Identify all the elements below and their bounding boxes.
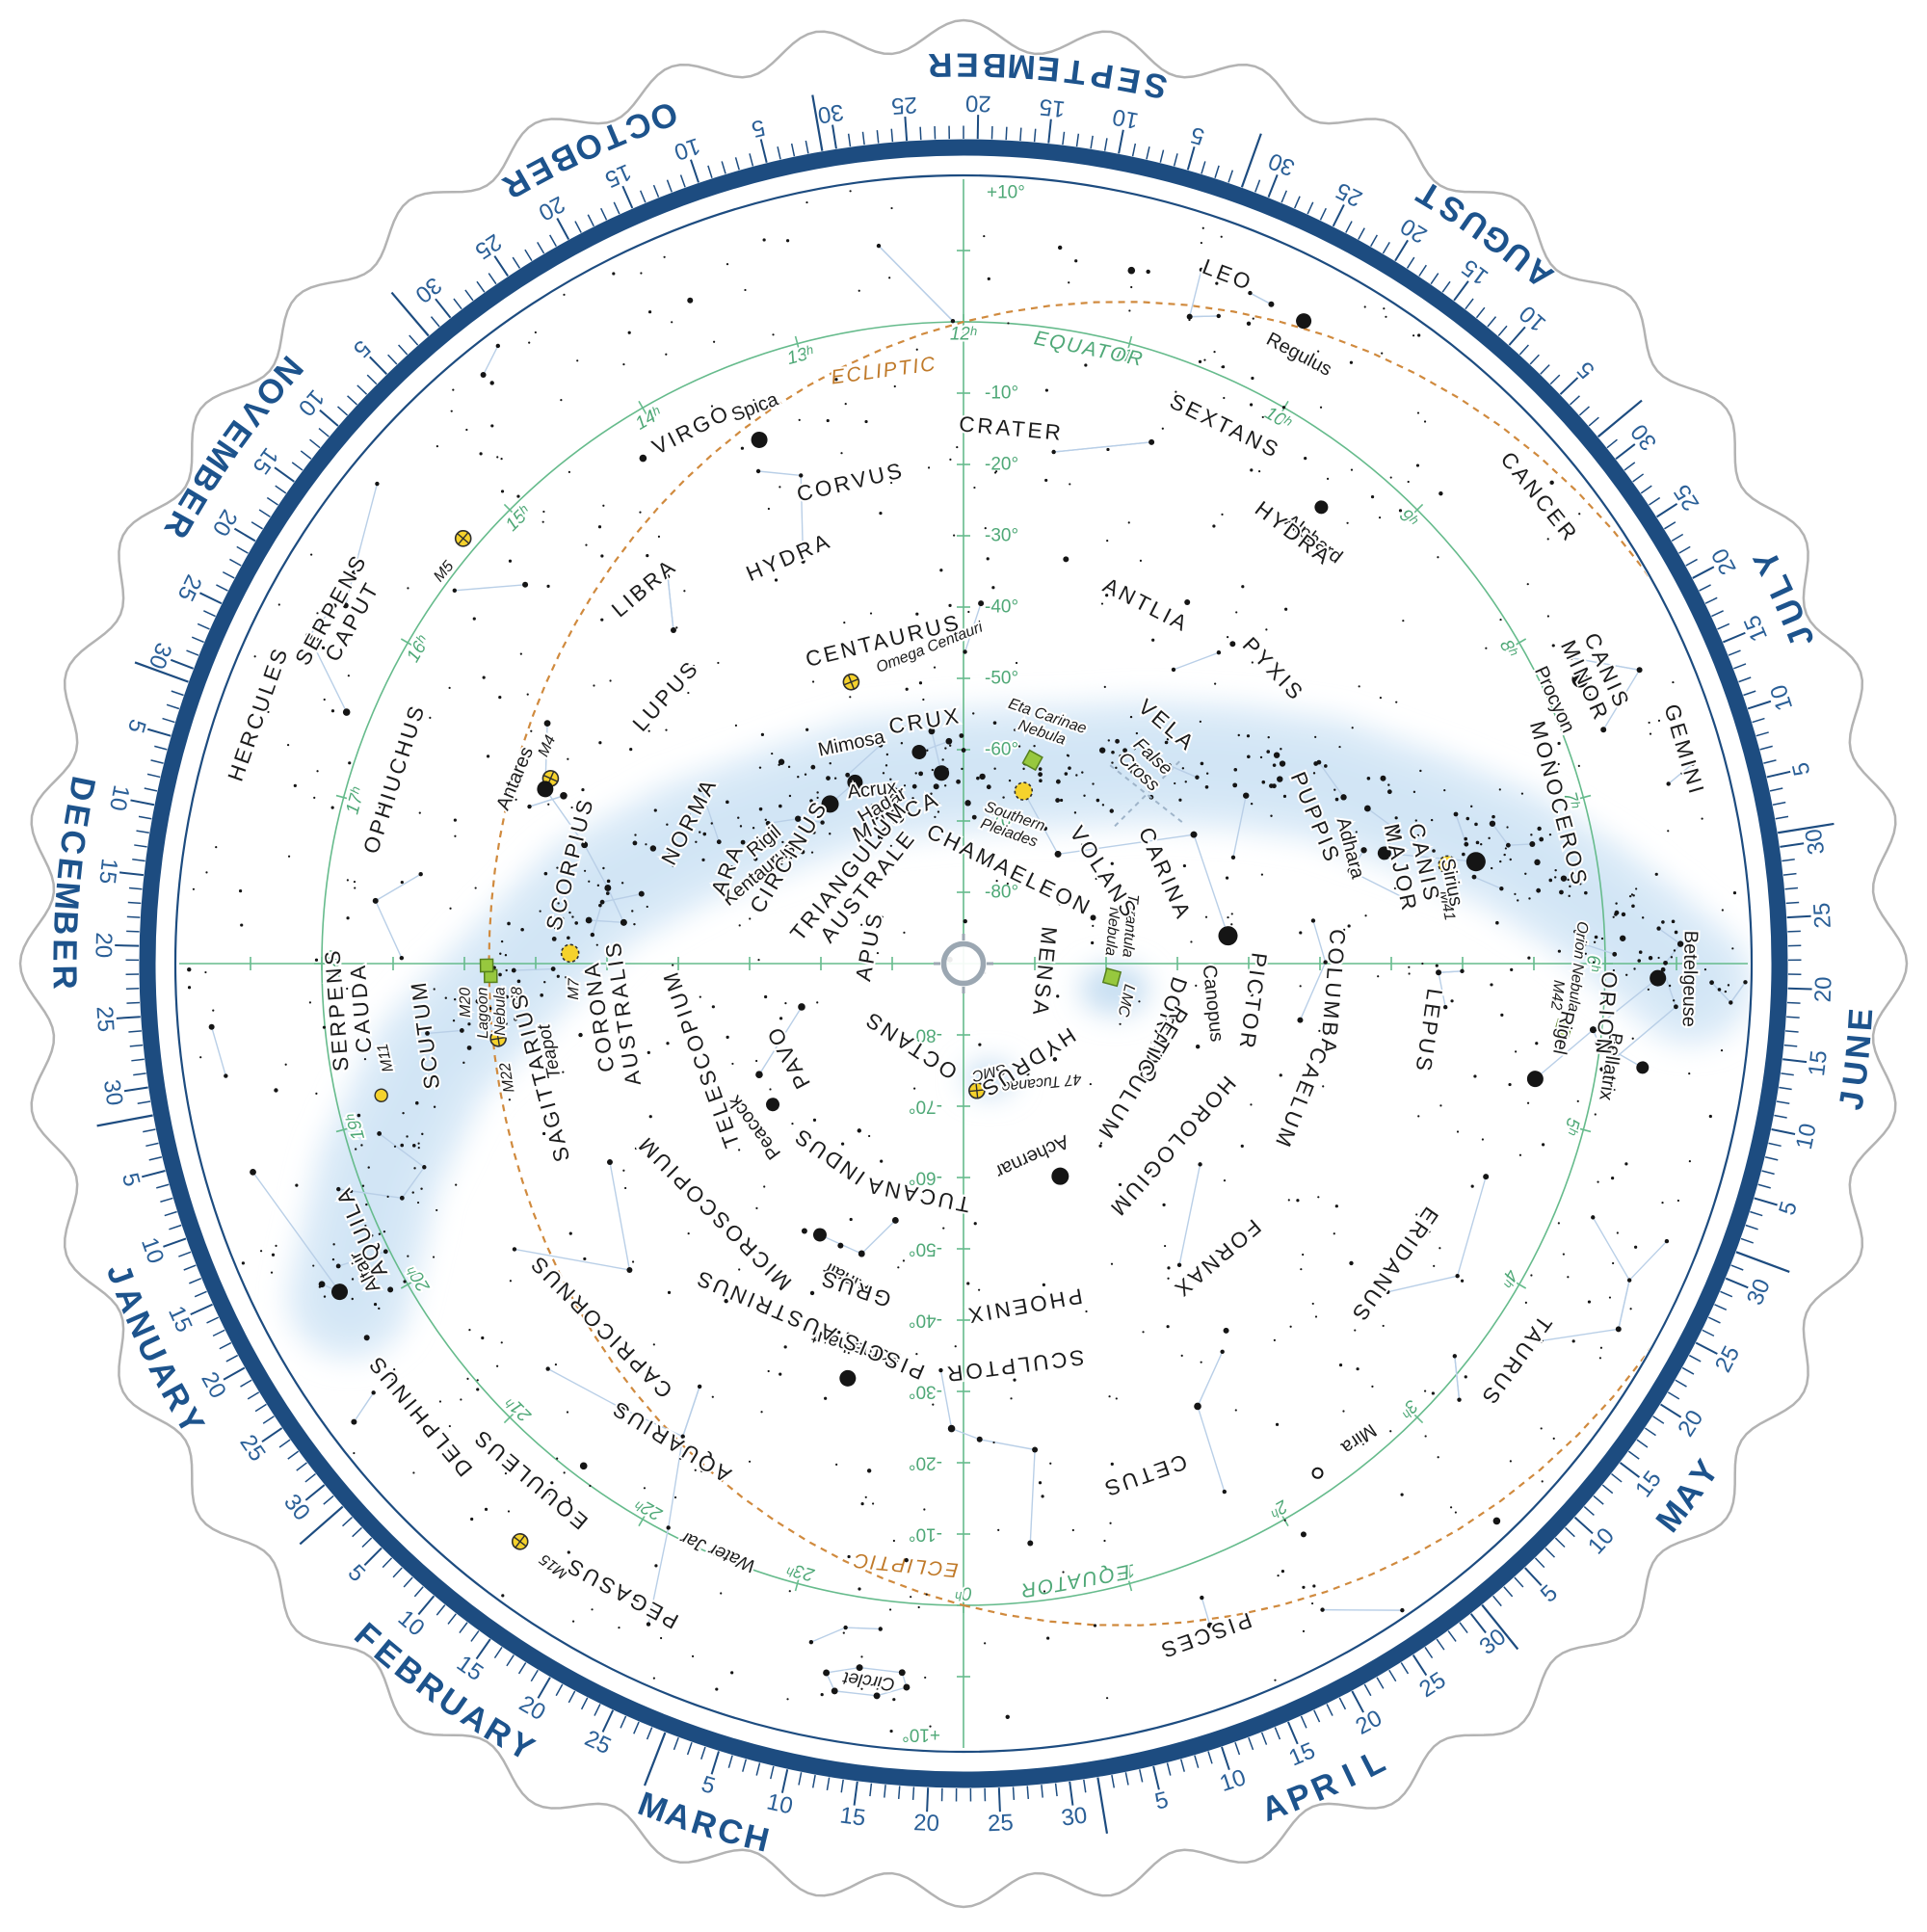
dec-label-top-60: -60° bbox=[985, 740, 1018, 760]
day-number-september-10: 10 bbox=[1110, 103, 1140, 134]
day-number-september-30: 30 bbox=[816, 98, 846, 128]
svg-text:C: C bbox=[53, 828, 93, 857]
constellation-label-serpens-cauda: SERPENSCAUDA bbox=[320, 945, 377, 1072]
dec-label-top-20: -20° bbox=[985, 455, 1018, 475]
dec-label-top-80: -80° bbox=[985, 883, 1018, 903]
day-number-june-15: 15 bbox=[1804, 1049, 1833, 1078]
day-number-december-20: 20 bbox=[90, 932, 117, 958]
dec-label-bottom-plus10: +10° bbox=[902, 1725, 940, 1745]
dec-label-top-50: -50° bbox=[985, 669, 1018, 689]
svg-text:M: M bbox=[1006, 47, 1037, 87]
dec-label-bottom-70: -70° bbox=[909, 1097, 942, 1117]
dec-label-top-40: -40° bbox=[985, 597, 1018, 618]
day-number-december-30: 30 bbox=[98, 1078, 128, 1107]
svg-text:E: E bbox=[1841, 1007, 1880, 1032]
svg-text:E: E bbox=[956, 45, 979, 83]
svg-text:E: E bbox=[1036, 49, 1062, 89]
svg-text:B: B bbox=[46, 910, 85, 936]
svg-text:M7: M7 bbox=[566, 977, 583, 1000]
day-number-june-10: 10 bbox=[1791, 1122, 1822, 1152]
svg-text:SERPENSCAUDA: SERPENSCAUDA bbox=[320, 945, 377, 1072]
svg-text:E: E bbox=[45, 939, 83, 962]
day-number-march-10: 10 bbox=[764, 1788, 795, 1819]
day-number-june-30: 30 bbox=[1801, 827, 1831, 856]
svg-text:N: N bbox=[1838, 1033, 1878, 1061]
dec-label-bottom-50: -50° bbox=[909, 1239, 942, 1259]
svg-text:E: E bbox=[50, 856, 90, 882]
dec-label-bottom-30: -30° bbox=[909, 1382, 942, 1402]
svg-text:R: R bbox=[45, 965, 83, 990]
day-number-march-15: 15 bbox=[838, 1802, 867, 1831]
dec-label-bottom-20: -20° bbox=[909, 1453, 942, 1473]
day-number-september-15: 15 bbox=[1038, 93, 1066, 122]
day-number-december-15: 15 bbox=[93, 857, 122, 885]
svg-text:Betelgeuse: Betelgeuse bbox=[1678, 931, 1702, 1028]
dec-label-bottom-40: -40° bbox=[909, 1310, 942, 1331]
dec-label-bottom-10: -10° bbox=[909, 1524, 942, 1545]
day-number-december-25: 25 bbox=[92, 1005, 119, 1032]
day-number-march-25: 25 bbox=[987, 1810, 1014, 1837]
day-number-march-30: 30 bbox=[1060, 1802, 1089, 1831]
day-number-march-20: 20 bbox=[913, 1810, 940, 1837]
dec-label-top-30: -30° bbox=[985, 526, 1018, 546]
svg-text:M: M bbox=[47, 881, 87, 912]
center-grommet bbox=[934, 934, 993, 993]
day-number-december-10: 10 bbox=[104, 782, 135, 812]
dec-label-top-plus10: +10° bbox=[987, 183, 1025, 203]
svg-text:R: R bbox=[928, 45, 953, 84]
dec-label-top-10: -10° bbox=[985, 384, 1018, 404]
day-number-september-25: 25 bbox=[890, 92, 917, 119]
svg-text:B: B bbox=[982, 46, 1008, 85]
day-number-september-20: 20 bbox=[965, 90, 991, 116]
svg-text:U: U bbox=[1835, 1059, 1876, 1088]
day-number-june-20: 20 bbox=[1810, 976, 1837, 1003]
day-number-june-25: 25 bbox=[1808, 902, 1835, 929]
